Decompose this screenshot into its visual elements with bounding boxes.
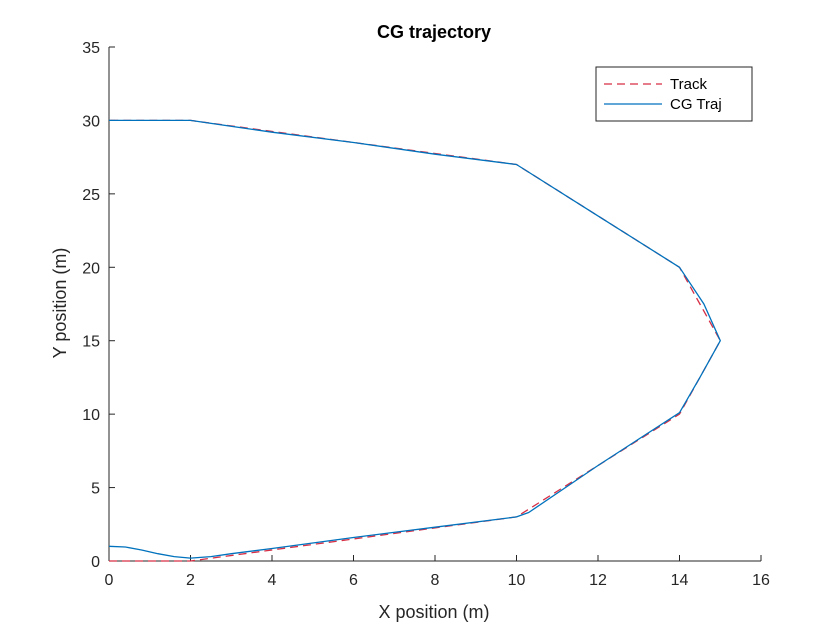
y-axis-ticks: 0 5 10 15 20 25 30 35 <box>82 40 115 571</box>
y-tick-label: 20 <box>82 260 100 277</box>
series-layer <box>108 119 721 562</box>
x-axis-label: X position (m) <box>378 602 489 622</box>
x-tick-label: 8 <box>431 572 440 589</box>
series-line-cg-traj <box>108 119 721 559</box>
y-tick-label: 0 <box>91 554 100 571</box>
y-tick-label: 25 <box>82 187 100 204</box>
x-tick-label: 4 <box>268 572 277 589</box>
series-line-track <box>109 119 721 562</box>
x-tick-label: 14 <box>671 572 689 589</box>
x-tick-label: 16 <box>752 572 770 589</box>
y-tick-label: 35 <box>82 40 100 57</box>
y-tick-label: 5 <box>91 481 100 498</box>
x-tick-label: 0 <box>105 572 114 589</box>
x-axis-ticks: 0 2 4 6 8 10 12 14 16 <box>105 555 770 589</box>
y-tick-label: 15 <box>82 334 100 351</box>
y-axis-label: Y position (m) <box>50 248 70 359</box>
x-tick-label: 6 <box>349 572 358 589</box>
legend-label-track: Track <box>670 76 707 93</box>
x-tick-label: 2 <box>186 572 195 589</box>
chart-title: CG trajectory <box>377 22 491 42</box>
x-tick-label: 10 <box>508 572 526 589</box>
y-tick-label: 30 <box>82 113 100 130</box>
y-tick-label: 10 <box>82 407 100 424</box>
legend-label-cg-traj: CG Traj <box>670 96 722 113</box>
legend-box <box>595 66 753 122</box>
legend: Track CG Traj <box>595 66 753 122</box>
x-tick-label: 12 <box>589 572 607 589</box>
plot-area <box>108 47 761 562</box>
